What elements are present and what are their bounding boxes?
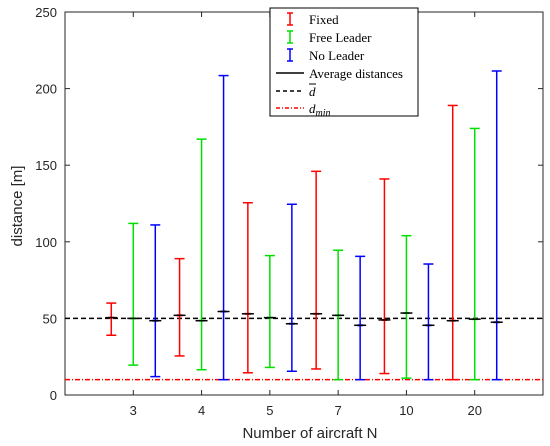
errorbar-free-leader (263, 254, 276, 369)
errorbar-free-leader (332, 249, 345, 381)
series (105, 70, 503, 381)
errorbar-fixed (378, 178, 391, 375)
legend: Fixed Free Leader No Leader Average distanc… (269, 7, 419, 119)
errorbar-fixed (173, 257, 186, 357)
errorbar-no-leader (422, 263, 435, 381)
axes: 0 50 100 150 200 250 3 4 5 7 10 20 (35, 5, 544, 418)
errorbar-no-leader (217, 74, 230, 381)
errorbar-free-leader (468, 127, 481, 381)
errorbar-no-leader (149, 224, 162, 378)
errorbar-fixed (310, 170, 323, 370)
legend-label: d (309, 84, 316, 99)
x-tick-label: 7 (335, 403, 342, 418)
errorbar-no-leader (354, 255, 367, 381)
legend-label: Free Leader (309, 30, 372, 45)
errorbar-fixed (105, 302, 118, 337)
y-tick-label: 100 (35, 235, 57, 250)
legend-box (269, 7, 419, 117)
errorbar-no-leader (285, 203, 298, 373)
errorbar-free-leader (195, 138, 208, 371)
y-tick-label: 200 (35, 82, 57, 97)
y-tick-label: 50 (43, 311, 57, 326)
x-tick-label: 10 (399, 403, 413, 418)
errorbar-fixed (241, 201, 254, 374)
x-tick-label: 3 (130, 403, 137, 418)
errorbar-no-leader (490, 70, 503, 381)
y-tick-label: 250 (35, 5, 57, 20)
y-tick-label: 150 (35, 158, 57, 173)
reference-lines (65, 317, 543, 381)
errorbar-fixed (446, 104, 459, 381)
x-axis-label: Number of aircraft N (242, 425, 377, 442)
legend-label: dmin (309, 101, 331, 119)
legend-label: Average distances (309, 66, 403, 81)
x-tick-label: 20 (467, 403, 481, 418)
y-tick-label: 0 (50, 388, 57, 403)
y-axis-label: distance [m] (9, 166, 26, 247)
x-tick-label: 5 (266, 403, 273, 418)
x-tick-label: 4 (198, 403, 205, 418)
errorbar-free-leader (127, 222, 140, 366)
errorbar-free-leader (400, 234, 413, 379)
legend-label: No Leader (309, 48, 365, 63)
legend-label: Fixed (309, 12, 339, 27)
